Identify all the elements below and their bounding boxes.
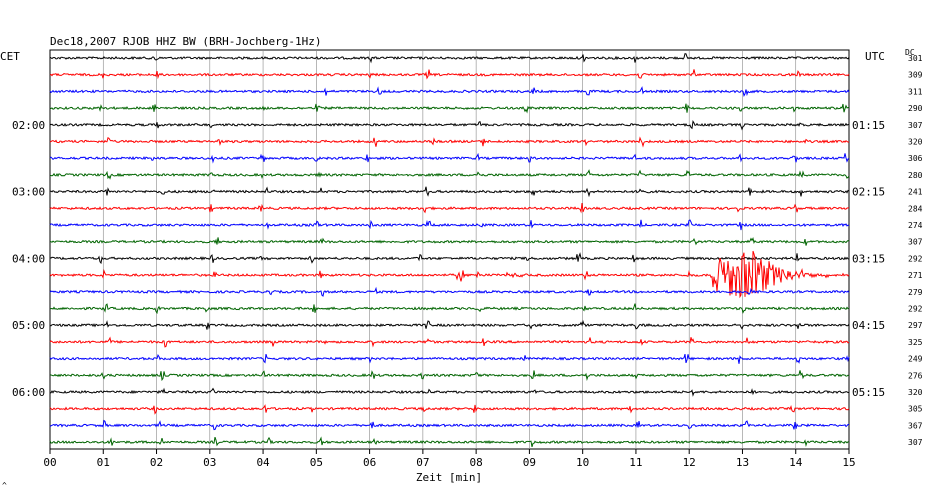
x-tick-label-00: 00 (43, 456, 56, 469)
x-tick-label-10: 10 (576, 456, 589, 469)
chart-title: Dec18,2007 RJOB HHZ BW (BRH-Jochberg-1Hz… (50, 35, 322, 48)
trace-2 (49, 69, 850, 80)
dc-offset-label: 249 (908, 355, 923, 364)
left-hour-label: 05:00 (12, 319, 45, 332)
trace-24 (49, 436, 850, 448)
corner-mark: ^ (2, 481, 7, 490)
trace-14 (49, 250, 850, 299)
dc-offset-label: 307 (908, 121, 923, 130)
trace-10 (49, 202, 849, 214)
dc-header: DC (905, 48, 915, 57)
x-tick-label-02: 02 (150, 456, 163, 469)
trace-23 (49, 419, 849, 431)
right-hour-label: 03:15 (852, 252, 885, 265)
dc-offset-label: 305 (908, 405, 923, 414)
trace-12 (49, 236, 850, 246)
dc-offset-label: 367 (908, 421, 923, 430)
right-zone-label: UTC (865, 50, 885, 63)
x-axis-label: Zeit [min] (416, 471, 482, 484)
dc-offset-label: 311 (908, 87, 923, 96)
trace-11 (49, 219, 850, 231)
x-tick-label-09: 09 (523, 456, 536, 469)
trace-7 (49, 152, 850, 164)
dc-offset-label: 276 (908, 371, 923, 380)
trace-16 (49, 303, 850, 315)
x-tick-label-07: 07 (416, 456, 429, 469)
left-hour-label: 04:00 (12, 252, 45, 265)
minute-gridlines (102, 50, 797, 449)
trace-19 (49, 353, 850, 364)
dc-offset-label: 320 (908, 138, 923, 147)
trace-8 (50, 169, 850, 180)
dc-offset-label: 292 (908, 254, 923, 263)
dc-offset-label: 307 (908, 238, 923, 247)
x-tick-label-05: 05 (310, 456, 323, 469)
trace-3 (49, 86, 850, 97)
dc-offset-label: 320 (908, 388, 923, 397)
traces-layer (49, 53, 850, 448)
dc-offset-label: 307 (908, 438, 923, 447)
x-tick-label-03: 03 (203, 456, 216, 469)
dc-offset-label: 306 (908, 154, 923, 163)
trace-15 (49, 286, 850, 297)
trace-18 (49, 336, 850, 348)
left-zone-label: CET (0, 50, 20, 63)
left-hour-label: 02:00 (12, 119, 45, 132)
x-tick-label-15: 15 (842, 456, 855, 469)
dc-offset-label: 325 (908, 338, 923, 347)
x-tick-label-01: 01 (97, 456, 110, 469)
dc-offset-label: 271 (908, 271, 923, 280)
trace-5 (49, 119, 850, 131)
plot-frame (49, 49, 850, 450)
dc-offset-label: 274 (908, 221, 923, 230)
trace-4 (49, 103, 850, 114)
dc-offset-label: 290 (908, 104, 923, 113)
x-tick-label-12: 12 (683, 456, 696, 469)
left-hour-label: 03:00 (12, 186, 45, 199)
trace-6 (49, 136, 850, 148)
dc-offset-label: 279 (908, 288, 923, 297)
trace-9 (49, 186, 850, 198)
x-tick-label-11: 11 (629, 456, 642, 469)
dc-offset-label: 241 (908, 188, 923, 197)
trace-17 (49, 319, 850, 330)
x-tick-label-08: 08 (470, 456, 483, 469)
dc-offset-label: 280 (908, 171, 923, 180)
trace-labels-layer: 301 309 311 290 307 320 306 280 241 284 274 307 292 2… (12, 54, 923, 447)
x-tick-label-04: 04 (256, 456, 270, 469)
dc-offset-label: 292 (908, 305, 923, 314)
x-tick-label-13: 13 (736, 456, 749, 469)
dc-offset-label: 284 (908, 204, 923, 213)
right-hour-label: 01:15 (852, 119, 885, 132)
x-tick-label-14: 14 (789, 456, 803, 469)
dc-offset-label: 297 (908, 321, 923, 330)
right-hour-label: 02:15 (852, 186, 885, 199)
trace-1 (49, 53, 850, 64)
left-hour-label: 06:00 (12, 386, 45, 399)
dc-offset-label: 301 (908, 54, 923, 63)
trace-13 (49, 252, 850, 265)
right-hour-label: 05:15 (852, 386, 885, 399)
x-ticks-layer: 00 01 02 03 04 05 06 07 08 09 10 11 12 13 14 15 (43, 449, 856, 469)
dc-offset-label: 309 (908, 71, 923, 80)
trace-22 (49, 404, 850, 415)
x-tick-label-06: 06 (363, 456, 376, 469)
trace-20 (49, 370, 850, 382)
trace-21 (49, 387, 850, 397)
right-hour-label: 04:15 (852, 319, 885, 332)
